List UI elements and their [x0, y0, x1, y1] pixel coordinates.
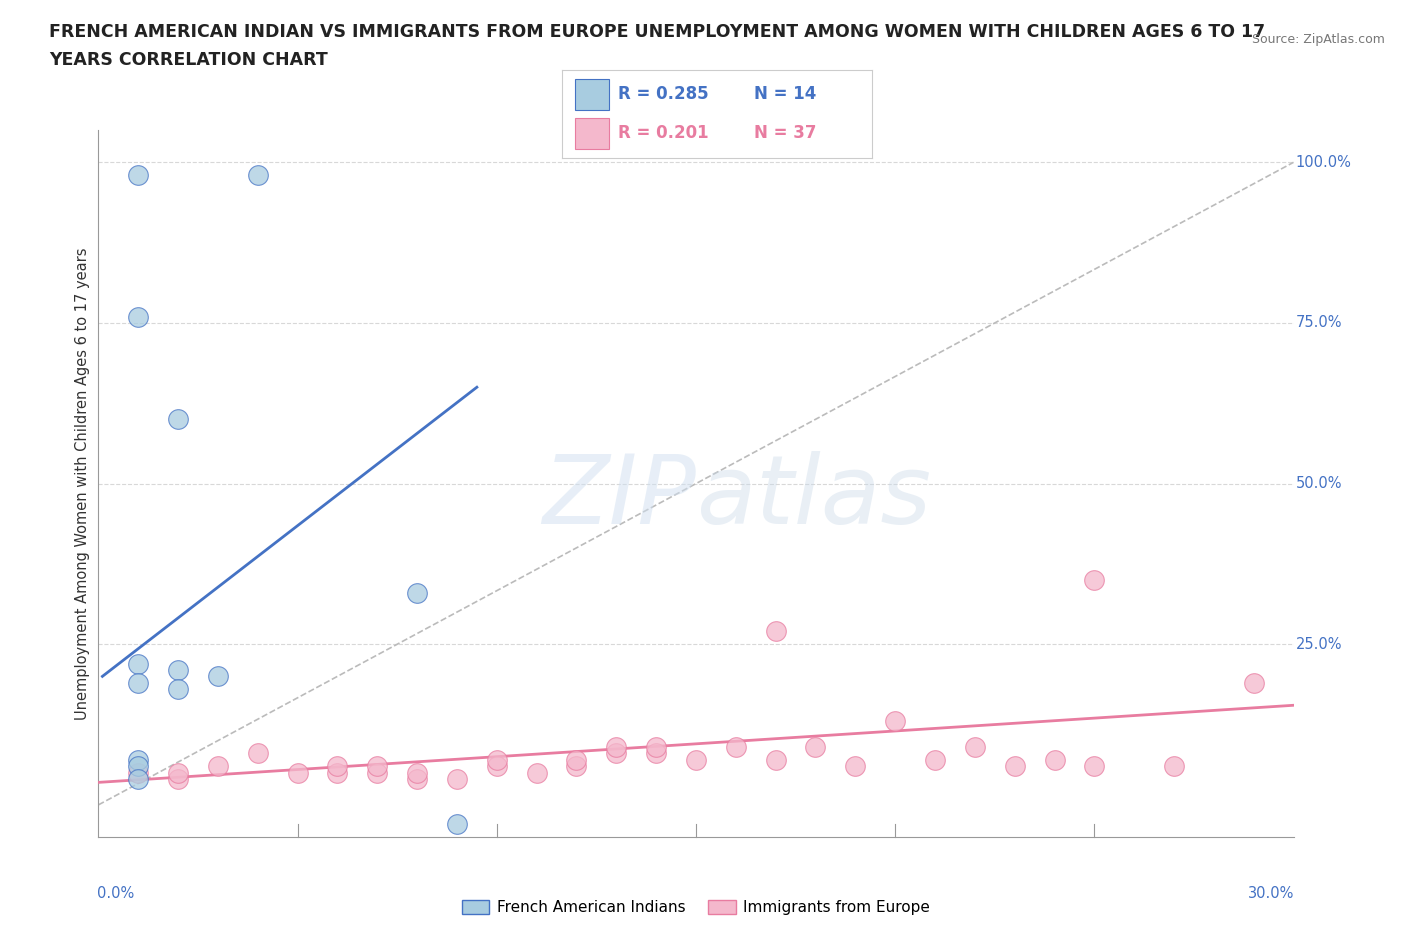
Point: [765, 752, 787, 767]
Text: 100.0%: 100.0%: [1296, 154, 1351, 170]
Point: [326, 765, 349, 780]
Point: [1043, 752, 1066, 767]
Y-axis label: Unemployment Among Women with Children Ages 6 to 17 years: Unemployment Among Women with Children A…: [75, 247, 90, 720]
Point: [246, 746, 269, 761]
Text: 75.0%: 75.0%: [1296, 315, 1343, 330]
Text: 30.0%: 30.0%: [1249, 886, 1295, 901]
Text: 0.0%: 0.0%: [97, 886, 135, 901]
Text: Source: ZipAtlas.com: Source: ZipAtlas.com: [1251, 33, 1385, 46]
Point: [446, 817, 468, 831]
Point: [127, 759, 149, 774]
Text: 25.0%: 25.0%: [1296, 637, 1343, 652]
Point: [1083, 759, 1105, 774]
Text: R = 0.285: R = 0.285: [619, 85, 709, 102]
Point: [645, 739, 668, 754]
Bar: [575, 79, 609, 110]
Text: FRENCH AMERICAN INDIAN VS IMMIGRANTS FROM EUROPE UNEMPLOYMENT AMONG WOMEN WITH C: FRENCH AMERICAN INDIAN VS IMMIGRANTS FRO…: [49, 23, 1265, 41]
Point: [167, 412, 190, 427]
Point: [167, 765, 190, 780]
Point: [765, 624, 787, 639]
Point: [167, 772, 190, 787]
Point: [884, 714, 907, 729]
Point: [167, 682, 190, 697]
Point: [963, 739, 986, 754]
Point: [844, 759, 866, 774]
Point: [406, 585, 429, 600]
Point: [565, 752, 588, 767]
Text: R = 0.201: R = 0.201: [619, 125, 709, 142]
Point: [127, 675, 149, 690]
Point: [246, 167, 269, 182]
Point: [1004, 759, 1026, 774]
Point: [366, 759, 388, 774]
Point: [485, 752, 508, 767]
Point: [605, 739, 627, 754]
Point: [1083, 573, 1105, 588]
Point: [685, 752, 707, 767]
Point: [326, 759, 349, 774]
Point: [605, 746, 627, 761]
Point: [724, 739, 747, 754]
Point: [127, 167, 149, 182]
Bar: [575, 118, 609, 150]
Text: 50.0%: 50.0%: [1296, 476, 1343, 491]
Point: [167, 662, 190, 677]
Point: [207, 759, 229, 774]
Text: YEARS CORRELATION CHART: YEARS CORRELATION CHART: [49, 51, 328, 69]
Point: [127, 772, 149, 787]
Legend: French American Indians, Immigrants from Europe: French American Indians, Immigrants from…: [456, 894, 936, 922]
Point: [565, 759, 588, 774]
Point: [406, 765, 429, 780]
Point: [366, 765, 388, 780]
Point: [446, 772, 468, 787]
Point: [485, 759, 508, 774]
Point: [645, 746, 668, 761]
Text: ZIP: ZIP: [543, 451, 696, 544]
Text: atlas: atlas: [696, 451, 931, 544]
Point: [287, 765, 309, 780]
Point: [127, 309, 149, 324]
Point: [207, 669, 229, 684]
Point: [127, 752, 149, 767]
Point: [1243, 675, 1265, 690]
Point: [127, 765, 149, 780]
Point: [406, 772, 429, 787]
Text: N = 37: N = 37: [754, 125, 817, 142]
Point: [804, 739, 827, 754]
Text: N = 14: N = 14: [754, 85, 817, 102]
Point: [924, 752, 946, 767]
Point: [526, 765, 548, 780]
Point: [1163, 759, 1185, 774]
Point: [127, 656, 149, 671]
